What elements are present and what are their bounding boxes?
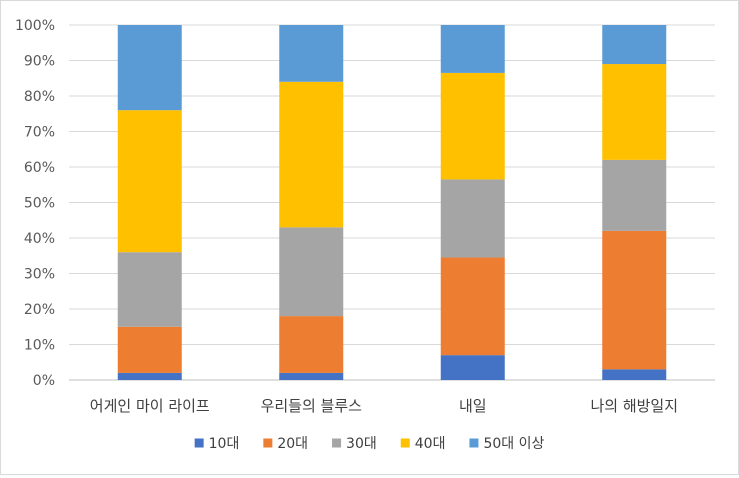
bars: [117, 25, 667, 380]
bar-segment-5-category-4: [602, 25, 667, 65]
x-category-label: 나의 해방일지: [590, 397, 678, 415]
legend-swatch: [194, 438, 204, 448]
y-tick-label: 80%: [24, 89, 55, 105]
legend-swatch: [469, 438, 479, 448]
bar-segment-4-category-4: [602, 64, 667, 160]
legend-label: 40대: [415, 436, 446, 452]
bar-segment-3-category-2: [279, 227, 344, 317]
legend-swatch: [332, 438, 342, 448]
legend-swatch: [263, 438, 273, 448]
legend-label: 50대 이상: [483, 436, 544, 452]
legend-label: 10대: [209, 436, 240, 452]
bar-segment-3-category-3: [440, 179, 505, 258]
x-category-label: 어게인 마이 라이프: [90, 397, 210, 415]
bar-segment-2-category-3: [440, 257, 505, 356]
legend-label: 30대: [346, 436, 377, 452]
y-tick-label: 40%: [24, 231, 55, 247]
y-tick-label: 50%: [24, 196, 55, 212]
bar-segment-1-category-2: [279, 372, 344, 380]
bar-segment-1-category-4: [602, 369, 667, 380]
bar-segment-2-category-4: [602, 230, 667, 370]
y-tick-label: 0%: [33, 373, 55, 389]
y-tick-label: 100%: [15, 18, 55, 34]
x-axis: 어게인 마이 라이프 우리들의 블루스 내일 나의 해방일지: [90, 397, 678, 415]
bar-segment-5-category-1: [117, 25, 182, 111]
x-category-label: 우리들의 블루스: [261, 397, 363, 415]
bar-segment-3-category-1: [117, 252, 182, 327]
x-category-label: 내일: [459, 397, 487, 415]
bar-segment-4-category-2: [279, 81, 344, 228]
bar-segment-5-category-2: [279, 25, 344, 82]
bar-segment-2-category-2: [279, 316, 344, 373]
y-tick-label: 20%: [24, 302, 55, 318]
legend-label: 20대: [277, 436, 308, 452]
y-axis: 0% 10% 20% 30% 40% 50% 60% 70% 80% 90% 100%: [15, 18, 55, 389]
y-tick-label: 90%: [24, 54, 55, 70]
bar-segment-5-category-3: [440, 25, 505, 73]
y-tick-label: 60%: [24, 160, 55, 176]
y-tick-label: 30%: [24, 267, 55, 283]
bar-segment-1-category-1: [117, 372, 182, 380]
y-tick-label: 70%: [24, 125, 55, 141]
legend: 10대 20대 30대 40대 50대 이상: [194, 436, 544, 452]
bar-segment-4-category-1: [117, 110, 182, 253]
bar-segment-4-category-3: [440, 72, 505, 180]
legend-swatch: [400, 438, 410, 448]
bar-segment-2-category-1: [117, 326, 182, 373]
bar-segment-3-category-4: [602, 159, 667, 231]
y-tick-label: 10%: [24, 338, 55, 354]
bar-segment-1-category-3: [440, 355, 505, 380]
